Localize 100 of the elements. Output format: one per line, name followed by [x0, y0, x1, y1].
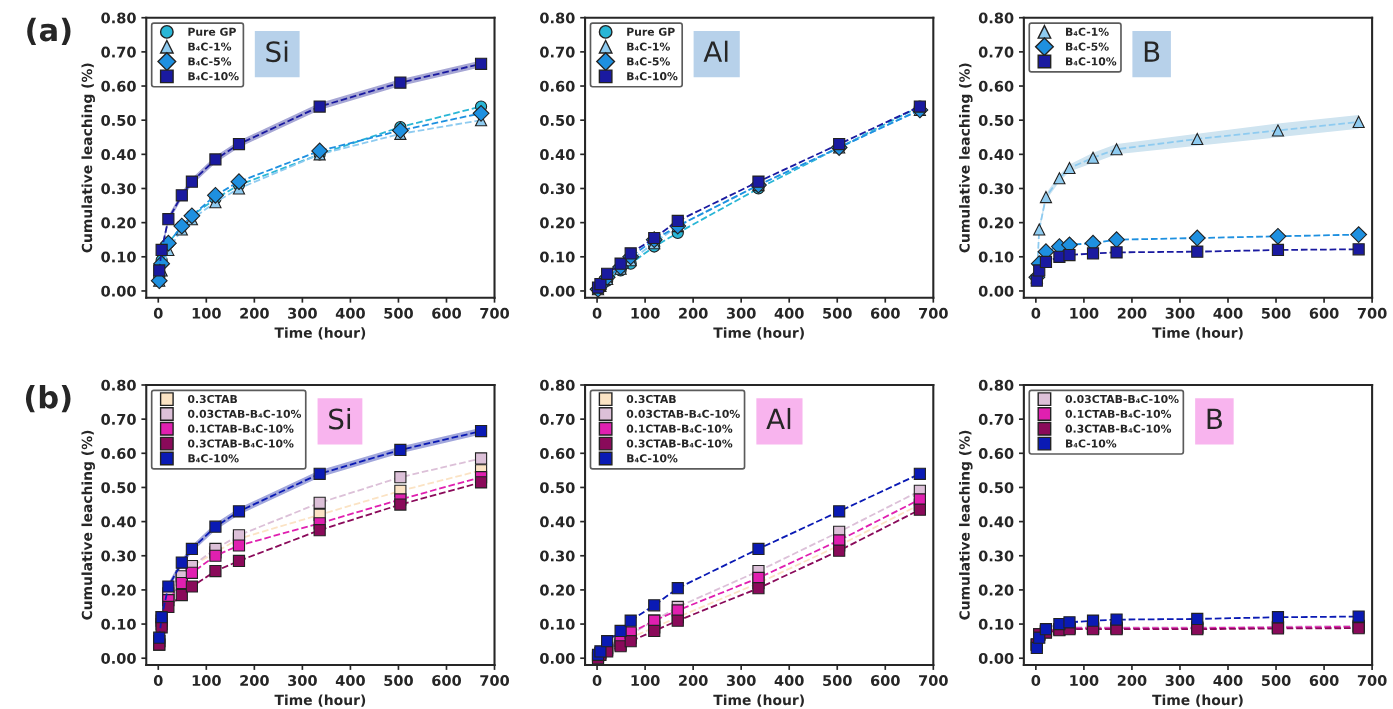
legend-label: 0.03CTAB-B₄C-10%	[626, 409, 740, 418]
legend-label: B₄C-5%	[1066, 42, 1109, 51]
x-tick-label: 300	[288, 307, 317, 319]
x-tick-label: 300	[726, 675, 756, 687]
y-tick-label: 0.00	[540, 652, 575, 664]
legend-label: B₄C-1%	[627, 42, 670, 51]
y-tick-label: 0.80	[540, 12, 575, 24]
y-tick-label: 0.30	[540, 550, 575, 562]
y-tick-label: 0.60	[978, 80, 1014, 92]
y-axis-title: Cumulative leaching (%)	[959, 430, 973, 620]
x-tick-label: 300	[1165, 675, 1195, 687]
y-tick-label: 0.60	[540, 80, 575, 92]
y-axis-title: Cumulative leaching (%)	[81, 63, 96, 253]
x-tick-label: 700	[480, 307, 510, 319]
x-tick-label: 0	[592, 307, 602, 319]
text: (a)	[27, 17, 71, 45]
y-tick-label: 0.10	[101, 251, 136, 263]
annotation: Si	[329, 407, 351, 430]
y-tick-label: 0.50	[101, 482, 136, 494]
y-tick-label: 0.50	[978, 114, 1014, 126]
x-tick-label: 500	[384, 307, 413, 319]
x-tick-label: 700	[480, 675, 510, 687]
annotation: B	[1144, 41, 1160, 62]
x-axis-title: Time (hour)	[1152, 694, 1243, 707]
y-tick-label: 0.70	[540, 413, 575, 425]
x-axis-title: Time (hour)	[274, 694, 366, 707]
x-tick-label: 700	[919, 307, 948, 319]
y-tick-label: 0.50	[978, 482, 1014, 494]
legend-label: B₄C-5%	[188, 57, 232, 66]
y-tick-label: 0.80	[978, 379, 1014, 391]
legend-label: 0.3CTAB-B₄C-10%	[187, 439, 294, 448]
legend-label: Pure GP	[627, 27, 675, 36]
legend-label: 0.3CTAB	[626, 394, 676, 404]
legend-label: B₄C-10%	[1066, 439, 1117, 448]
y-tick-label: 0.60	[540, 448, 575, 460]
y-tick-label: 0.40	[978, 149, 1014, 161]
y-axis-title: Cumulative leaching (%)	[81, 430, 96, 620]
x-tick-label: 0	[1031, 307, 1041, 319]
legend-label: 0.1CTAB-B₄C-10%	[626, 424, 733, 433]
x-tick-label: 500	[823, 675, 852, 687]
y-tick-label: 0.00	[978, 285, 1014, 297]
annotation: Al	[703, 40, 728, 62]
x-tick-label: 0	[1031, 675, 1041, 687]
y-tick-label: 0.40	[978, 516, 1014, 528]
y-tick-label: 0.40	[540, 516, 575, 528]
x-axis-title: Time (hour)	[713, 694, 804, 707]
x-tick-label: 400	[774, 675, 804, 687]
x-tick-label: 400	[1213, 307, 1243, 319]
legend-label: 0.03CTAB-B₄C-10%	[187, 409, 302, 418]
x-tick-label: 0	[153, 307, 163, 319]
y-tick-label: 0.10	[101, 618, 136, 630]
y-tick-label: 0.10	[978, 251, 1014, 263]
y-tick-label: 0.60	[978, 448, 1014, 460]
legend-label: B₄C-5%	[627, 57, 670, 66]
legend-label: 0.03CTAB-B₄C-10%	[1065, 394, 1179, 404]
y-axis-title: Cumulative leaching (%)	[959, 63, 973, 253]
legend-label: B₄C-10%	[627, 72, 678, 81]
x-tick-label: 0	[153, 675, 163, 687]
y-tick-label: 0.00	[978, 652, 1014, 664]
x-tick-label: 0	[592, 675, 602, 687]
legend-label: 0.1CTAB-B₄C-10%	[1065, 409, 1172, 418]
y-tick-label: 0.30	[540, 183, 575, 195]
x-axis-title: Time (hour)	[1152, 327, 1243, 340]
text: (b)	[25, 384, 71, 413]
y-tick-label: 0.30	[101, 183, 136, 195]
y-tick-label: 0.50	[540, 482, 575, 494]
x-tick-label: 500	[384, 675, 413, 687]
y-tick-label: 0.40	[101, 516, 136, 528]
x-tick-label: 300	[1165, 307, 1195, 319]
legend-label: Pure GP	[188, 27, 236, 36]
x-tick-label: 600	[432, 675, 461, 687]
y-tick-label: 0.50	[540, 114, 575, 126]
x-tick-label: 100	[1070, 675, 1099, 687]
x-tick-label: 100	[631, 675, 660, 687]
x-tick-label: 600	[1309, 675, 1339, 687]
y-tick-label: 0.60	[101, 80, 136, 92]
legend-label: 0.3CTAB	[187, 394, 237, 404]
x-tick-label: 700	[1357, 675, 1387, 687]
x-tick-label: 600	[870, 307, 900, 319]
legend-label: B₄C-1%	[1066, 27, 1109, 36]
x-tick-label: 400	[774, 307, 804, 319]
y-tick-label: 0.70	[978, 46, 1014, 58]
annotation: B	[1207, 408, 1222, 430]
x-tick-label: 200	[240, 307, 269, 319]
y-tick-label: 0.80	[101, 12, 136, 24]
y-tick-label: 0.80	[540, 379, 575, 391]
x-tick-label: 700	[1357, 307, 1387, 319]
x-tick-label: 200	[679, 307, 708, 319]
x-tick-label: 100	[192, 675, 221, 687]
x-tick-label: 300	[726, 307, 756, 319]
x-tick-label: 200	[240, 675, 269, 687]
y-tick-label: 0.70	[101, 46, 136, 58]
legend-label: B₄C-1%	[188, 42, 232, 51]
y-tick-label: 0.30	[978, 183, 1014, 195]
y-tick-label: 0.80	[978, 12, 1014, 24]
x-axis-title: Time (hour)	[274, 327, 366, 340]
y-tick-label: 0.00	[101, 652, 136, 664]
y-tick-label: 0.20	[978, 217, 1014, 229]
y-tick-label: 0.80	[101, 379, 136, 391]
x-tick-label: 700	[919, 675, 948, 687]
